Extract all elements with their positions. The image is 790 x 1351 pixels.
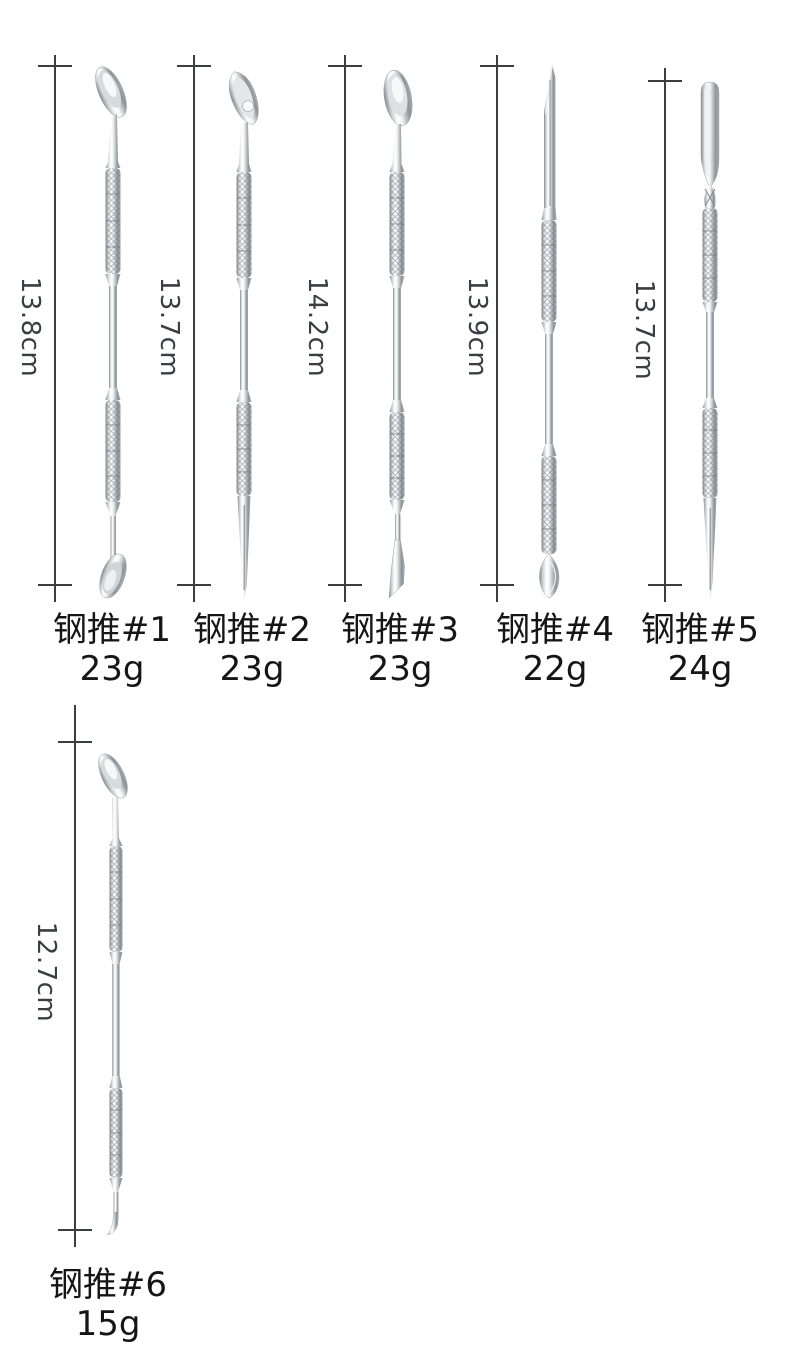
tool-6-weight: 15g	[75, 1304, 141, 1344]
tool-6-knurl-grip-bottom	[109, 1088, 123, 1178]
dimension-tick-bottom-4	[480, 584, 514, 586]
tool-4-image	[539, 64, 560, 599]
dimension-tick-bottom-1	[38, 584, 72, 586]
length-label-4: 13.9cm	[462, 276, 492, 378]
length-label-3: 14.2cm	[302, 276, 332, 378]
tool-5-spatula-head	[700, 81, 720, 189]
dimension-tick-top-2	[177, 65, 211, 67]
dimension-tick-bottom-2	[177, 584, 211, 586]
tool-1-image	[95, 66, 127, 599]
tool-1-weight: 23g	[79, 649, 145, 689]
tool-4-knurl-grip-bottom	[541, 456, 557, 554]
tool-3-weight: 23g	[367, 649, 433, 689]
tool-4-name: 钢推#4	[495, 610, 615, 650]
dimension-tick-top-6	[58, 741, 92, 743]
tool-2-weight: 23g	[219, 649, 285, 689]
tool-1-name: 钢推#1	[52, 610, 172, 650]
dimension-tick-bottom-6	[58, 1229, 92, 1231]
tool-3-shaft	[393, 288, 401, 400]
dimension-line-4	[496, 55, 498, 602]
tool-5-knurl-grip-top	[702, 208, 718, 302]
dimension-line-5	[664, 68, 666, 602]
dimension-line-3	[344, 55, 346, 602]
tool-1-top-spoon-head	[95, 66, 127, 118]
tool-1-knurl-grip-top	[105, 168, 121, 274]
tool-6-spoon-head	[98, 753, 128, 799]
length-label-2: 13.7cm	[154, 276, 184, 378]
tool-2-shaft	[240, 290, 248, 390]
dimension-tick-top-1	[38, 65, 72, 67]
tool-2-knurl-grip-top	[236, 172, 252, 278]
dimension-tick-top-5	[648, 80, 682, 82]
tool-3-knurl-grip-top	[389, 172, 405, 276]
tool-3-knurl-grip-bottom	[389, 412, 405, 500]
length-label-6: 12.7cm	[31, 921, 61, 1023]
tool-2-name: 钢推#2	[192, 610, 312, 650]
length-label-1: 13.8cm	[15, 276, 45, 378]
tool-2-neck	[236, 122, 252, 172]
tool-5-shaft	[706, 312, 714, 398]
tool-2-knurl-grip-bottom	[236, 402, 252, 496]
tool-5-image	[700, 81, 720, 600]
tool-4-weight: 22g	[522, 649, 588, 689]
dimension-tick-top-3	[328, 65, 362, 67]
tool-1-neck	[105, 114, 121, 168]
dimension-line-6	[74, 705, 76, 1247]
tool-6-shaft	[112, 964, 120, 1076]
length-label-5: 13.7cm	[629, 279, 659, 381]
dimension-tick-bottom-5	[648, 584, 682, 586]
tool-5-name: 钢推#5	[640, 610, 760, 650]
tool-1-shaft	[109, 286, 117, 388]
tool-6-image	[98, 753, 128, 1236]
tool-3-name: 钢推#3	[340, 610, 460, 650]
tool-6-neck	[109, 796, 123, 846]
tool-4-shaft	[545, 334, 553, 444]
tool-1-bottom-spoon-tip	[99, 553, 127, 599]
tool-5-twist-neck	[704, 184, 716, 208]
tool-5-knurl-grip-bottom	[702, 408, 718, 498]
tool-3-image	[383, 70, 413, 599]
dimension-tick-top-4	[480, 65, 514, 67]
tool-1-knurl-grip-bottom	[105, 400, 121, 502]
tool-3-spoon-head	[383, 70, 413, 126]
dimension-tick-bottom-3	[328, 584, 362, 586]
tool-3-flat-blade-tip	[388, 539, 405, 599]
tool-4-knurl-grip-top	[541, 220, 557, 322]
dimension-line-2	[193, 55, 195, 602]
tool-5-weight: 24g	[667, 649, 733, 689]
tool-2-image	[228, 71, 259, 600]
tool-2-loop-head	[228, 71, 259, 125]
tool-6-knurl-grip-top	[109, 846, 123, 952]
tool-6-name: 钢推#6	[48, 1265, 168, 1305]
tool-3-neck	[389, 124, 405, 172]
dimension-line-1	[54, 55, 56, 602]
tool-6-angled-tip	[106, 1211, 119, 1236]
tool-4-spade-tip	[539, 553, 560, 599]
